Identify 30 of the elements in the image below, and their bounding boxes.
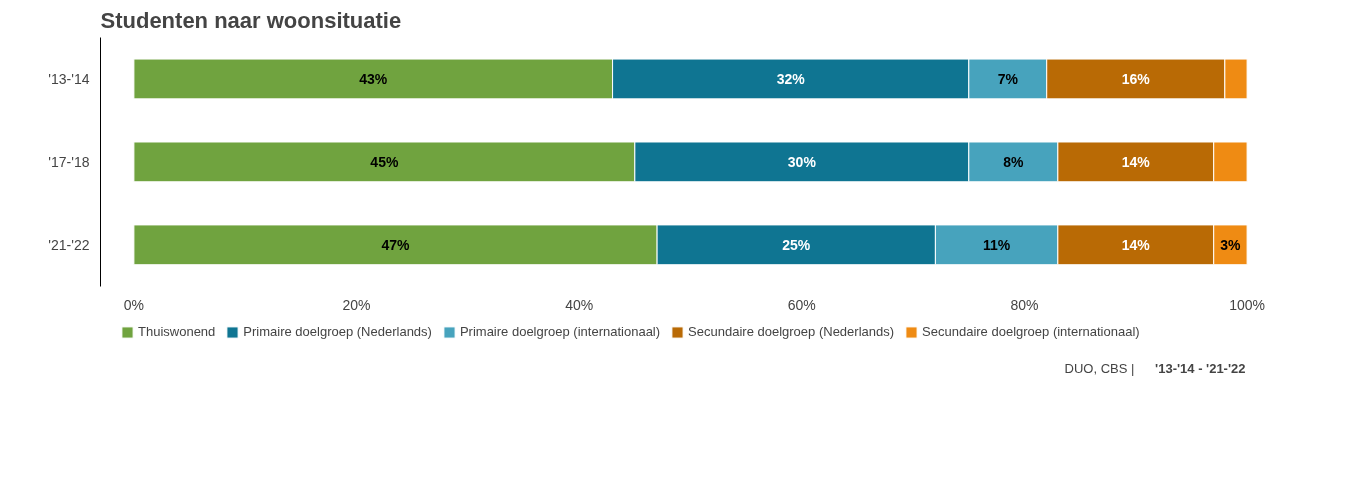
data-label: 25% bbox=[782, 236, 811, 253]
text: DUO, CBS | bbox=[1064, 360, 1135, 376]
legend-label: Primaire doelgroep (internationaal) bbox=[459, 324, 661, 339]
legend-label: Primaire doelgroep (Nederlands) bbox=[243, 324, 432, 339]
x-tick-label: 40% bbox=[565, 297, 594, 314]
data-label: 3% bbox=[1220, 236, 1242, 253]
data-label: 11% bbox=[983, 236, 1011, 253]
data-label: 8% bbox=[1003, 153, 1024, 170]
y-tick-label: '13-'14 bbox=[48, 70, 90, 87]
x-tick-label: 20% bbox=[342, 297, 371, 314]
y-tick-label: '17-'18 bbox=[48, 153, 90, 170]
x-tick-label: 0% bbox=[123, 297, 145, 314]
data-label: 43% bbox=[359, 70, 388, 87]
data-label: 14% bbox=[1121, 236, 1151, 253]
data-label: 16% bbox=[1121, 70, 1151, 87]
x-tick-label: 100% bbox=[1229, 297, 1266, 314]
text: '13-'14 - '21-'22 bbox=[1155, 360, 1246, 376]
data-label: 47% bbox=[381, 236, 411, 253]
data-label: 14% bbox=[1121, 153, 1151, 170]
legend-label: Thuiswonend bbox=[138, 324, 216, 339]
x-tick-label: 60% bbox=[787, 297, 816, 314]
chart-title: Studenten naar woonsituatie bbox=[100, 7, 402, 33]
data-label: 45% bbox=[370, 153, 399, 170]
legend-label: Secundaire doelgroep (internationaal) bbox=[922, 324, 1140, 339]
y-tick-label: '21-'22 bbox=[48, 236, 90, 253]
data-label: 30% bbox=[787, 153, 817, 170]
data-label: 7% bbox=[997, 70, 1019, 87]
data-label: 32% bbox=[776, 70, 806, 87]
legend-label: Secundaire doelgroep (Nederlands) bbox=[688, 324, 895, 339]
x-tick-label: 80% bbox=[1010, 297, 1039, 314]
